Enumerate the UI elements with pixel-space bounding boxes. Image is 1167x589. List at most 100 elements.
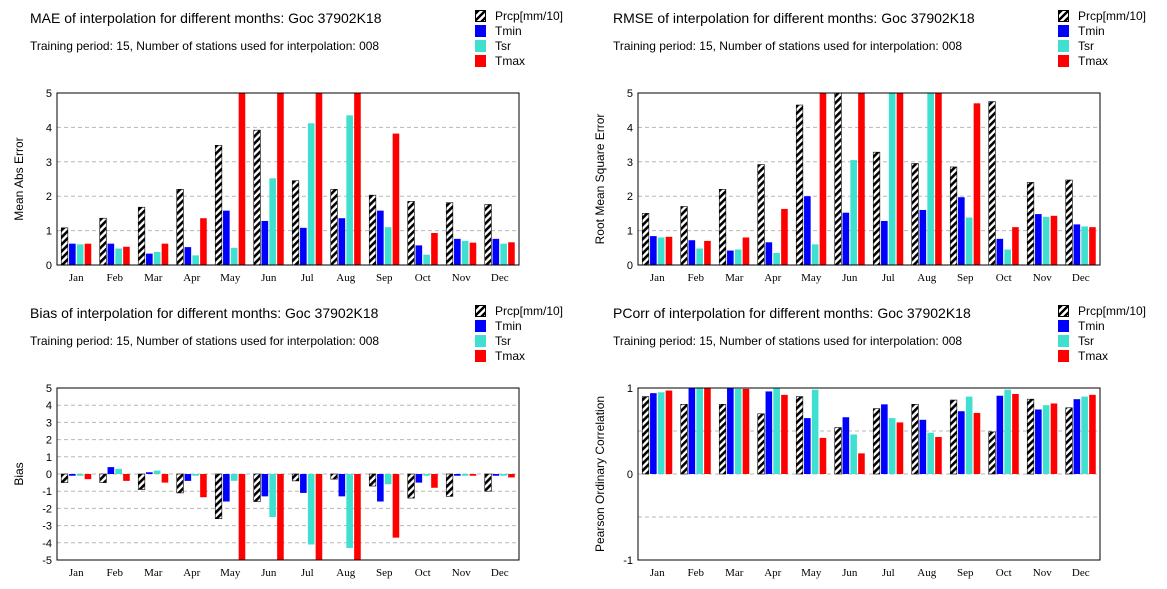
bar-tmin-jun — [261, 220, 269, 265]
bar-tmax-oct — [1012, 394, 1019, 474]
bias-chart-svg: -5 -4 -3 -2 -1 0 1 2 3 4 5 Bias Jan Feb Mar Apr May Jun Ju… — [12, 383, 520, 579]
bar-tmin-jul — [881, 404, 888, 474]
bar-tmin-nov — [454, 474, 461, 476]
bias-chart-panel: -5 -4 -3 -2 -1 0 1 2 3 4 5 Bias Jan Feb Mar Apr May Jun Ju… — [0, 295, 583, 589]
bar-tmax-jun — [277, 474, 284, 560]
bar-tmax-mar — [742, 237, 750, 265]
y-tick-label: -4 — [42, 538, 52, 550]
bar-prcp-feb — [99, 217, 107, 266]
x-tick-label: May — [801, 567, 822, 579]
x-tick-label: Aug — [917, 567, 936, 579]
bar-tmax-jan — [84, 243, 92, 265]
bar-tmin-may — [223, 474, 230, 502]
x-tick-label: Sep — [376, 272, 393, 284]
bar-prcp-jun — [253, 129, 261, 266]
x-tick-label: Mar — [144, 567, 163, 579]
x-tick-label: Aug — [336, 272, 355, 284]
y-tick-label: -1 — [42, 486, 52, 498]
y-tick-label: 0 — [627, 260, 633, 272]
legend-swatch-tmax — [1058, 349, 1069, 362]
bar-tsr-apr — [773, 252, 780, 265]
x-tick-label: Apr — [183, 272, 200, 284]
x-tick-label: Apr — [764, 567, 781, 579]
legend-item-tmax: Tmax — [1058, 53, 1146, 68]
legend-label: Tmin — [1078, 23, 1105, 38]
bar-prcp-may — [795, 396, 804, 475]
x-tick-label: Feb — [688, 272, 705, 284]
bar-prcp-dec — [484, 473, 492, 492]
legend-label: Tsr — [495, 333, 511, 348]
bar-prcp-apr — [757, 164, 765, 266]
bar-tsr-mar — [153, 470, 161, 474]
x-tick-label: Feb — [688, 567, 705, 579]
bar-tsr-aug — [927, 93, 934, 265]
chart-legend: Prcp[mm/10] Tmin Tsr Tmax — [475, 303, 563, 363]
bar-tmin-may — [804, 196, 811, 265]
bar-tsr-jun — [850, 434, 857, 474]
bar-tmin-apr — [184, 247, 192, 265]
x-tick-label: Mar — [725, 567, 744, 579]
bar-tmin-jul — [300, 227, 307, 265]
x-tick-label: Nov — [452, 272, 471, 284]
bar-prcp-nov — [1026, 182, 1035, 266]
x-tick-label: Aug — [336, 567, 355, 579]
bar-tmin-dec — [1073, 399, 1081, 474]
bar-prcp-mar — [718, 404, 727, 475]
bar-tmax-aug — [354, 474, 361, 560]
bar-tmax-sep — [973, 412, 981, 474]
legend-label: Tmin — [1078, 318, 1105, 333]
x-tick-label: Jul — [882, 272, 895, 284]
bar-tsr-nov — [461, 474, 469, 476]
legend-item-prcp: Prcp[mm/10] — [1058, 8, 1146, 23]
bar-tmin-oct — [996, 395, 1004, 474]
bar-tmin-jun — [842, 212, 850, 265]
legend-label: Prcp[mm/10] — [1078, 303, 1147, 318]
y-tick-label: 3 — [627, 157, 633, 169]
bar-tsr-may — [811, 389, 819, 474]
bar-tmax-sep — [392, 474, 400, 538]
legend-label: Tmax — [1078, 53, 1108, 68]
bar-tmax-apr — [200, 474, 207, 498]
bar-tmax-mar — [161, 243, 169, 265]
bar-tmax-dec — [1089, 227, 1096, 265]
bar-tmin-apr — [765, 242, 773, 265]
x-tick-label: May — [801, 272, 822, 284]
y-tick-label: 0 — [627, 469, 633, 481]
x-tick-label: Sep — [957, 567, 974, 579]
bar-tmax-sep — [392, 133, 400, 265]
legend-swatch-tmax — [475, 54, 486, 67]
bar-prcp-sep — [368, 194, 377, 266]
bar-tmin-may — [804, 418, 811, 474]
bar-tmin-sep — [958, 411, 965, 474]
bar-tsr-dec — [1081, 396, 1088, 474]
legend-item-tsr: Tsr — [475, 38, 563, 53]
bar-tmax-jan — [665, 390, 673, 474]
x-tick-label: Nov — [1033, 272, 1052, 284]
bar-tmax-dec — [1089, 394, 1096, 474]
bar-tsr-aug — [927, 432, 934, 474]
bar-tsr-jan — [657, 237, 665, 265]
bar-prcp-oct — [407, 201, 415, 266]
bar-tmax-nov — [469, 474, 477, 476]
x-tick-label: Jul — [301, 567, 314, 579]
legend-swatch-prcp — [475, 304, 486, 317]
bar-tmax-feb — [704, 240, 711, 265]
bar-tmax-may — [819, 93, 827, 265]
legend-item-tmax: Tmax — [475, 348, 563, 363]
bar-prcp-oct — [988, 101, 996, 266]
bar-tmax-mar — [742, 388, 750, 474]
bar-prcp-nov — [1026, 398, 1035, 475]
bar-tmax-nov — [1050, 403, 1058, 474]
x-tick-label: Dec — [491, 272, 509, 284]
bar-tmin-dec — [492, 474, 500, 476]
bar-prcp-oct — [407, 473, 415, 499]
legend-swatch-tsr — [1058, 39, 1069, 52]
chart-title: PCorr of interpolation for different mon… — [613, 305, 971, 321]
bar-tsr-oct — [423, 254, 430, 265]
bar-prcp-mar — [718, 189, 727, 266]
legend-label: Tsr — [1078, 333, 1094, 348]
bar-prcp-apr — [176, 189, 184, 266]
mae-chart-svg: 0 1 2 3 4 5 Mean Abs Error Jan Feb Mar Apr May Jun Ju… — [12, 88, 520, 284]
bar-tsr-sep — [384, 474, 392, 485]
bar-prcp-jul — [872, 408, 881, 475]
